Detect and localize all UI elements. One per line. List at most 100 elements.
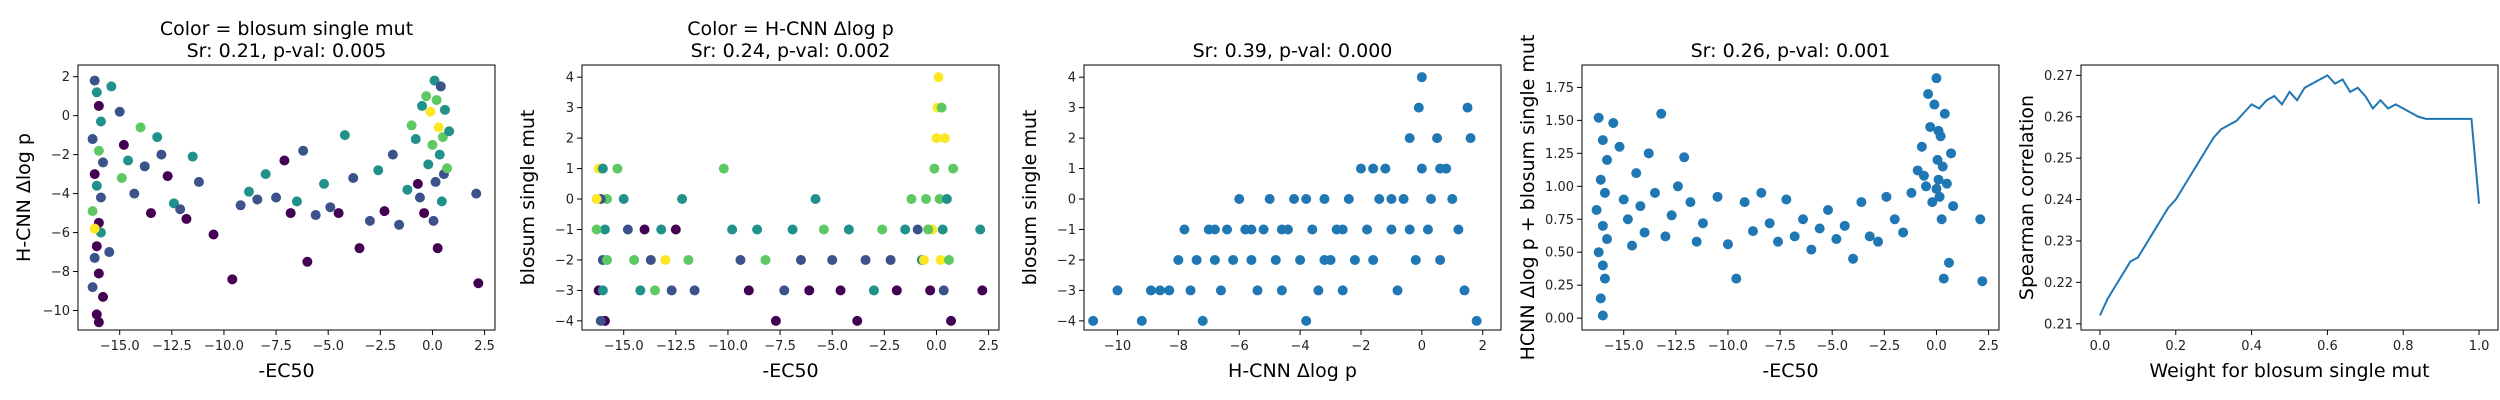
scatter-point: [98, 291, 109, 302]
scatter-point: [302, 256, 313, 267]
scatter-point: [1697, 218, 1708, 229]
scatter-point: [1593, 112, 1604, 123]
scatter-point: [433, 122, 444, 133]
scatter-point: [1416, 72, 1427, 83]
scatter-point: [1643, 148, 1654, 159]
x-tick-label: −10.0: [708, 339, 748, 354]
scatter-point: [929, 163, 940, 174]
scatter-point: [860, 254, 871, 265]
y-axis-label: H-CNN Δlog p: [13, 133, 35, 262]
scatter-point: [1368, 163, 1379, 174]
scatter-point: [946, 315, 957, 326]
scatter-point: [948, 163, 959, 174]
y-tick-label: 0: [62, 109, 70, 124]
scatter-point: [649, 285, 660, 296]
scatter-point: [1191, 254, 1202, 265]
scatter-point: [933, 72, 944, 83]
scatter-point: [104, 247, 115, 258]
y-tick-label: 1.75: [1545, 81, 1574, 96]
scatter-point: [285, 208, 296, 219]
scatter-point: [852, 315, 863, 326]
scatter-point: [162, 171, 173, 182]
scatter-point: [1276, 224, 1287, 235]
scatter-point: [89, 252, 100, 263]
scatter-point: [787, 224, 798, 235]
x-tick-label: 0.0: [1926, 339, 1947, 354]
scatter-point: [235, 200, 246, 211]
scatter-point: [1197, 315, 1208, 326]
scatter-point: [156, 149, 167, 160]
scatter-point: [1906, 187, 1917, 198]
scatter-point: [1222, 224, 1233, 235]
scatter-point: [414, 192, 425, 203]
scatter-point: [1921, 181, 1932, 192]
scatter-point: [1591, 205, 1602, 216]
scatter-point: [87, 134, 98, 145]
scatter-point: [175, 204, 186, 215]
scatter-point: [87, 282, 98, 293]
scatter-point: [271, 192, 282, 203]
y-tick-label: 0.23: [2044, 234, 2073, 249]
x-axis-label: Weight for blosum single mut: [2149, 360, 2429, 382]
x-tick-label: −6: [1230, 339, 1249, 354]
x-tick-label: 0.8: [2393, 339, 2414, 354]
scatter-point: [93, 268, 104, 279]
scatter-point: [1806, 244, 1817, 255]
scatter-point: [1927, 197, 1938, 208]
scatter-point: [129, 188, 140, 199]
scatter-point: [656, 224, 667, 235]
scatter-point: [1435, 163, 1446, 174]
y-tick-label: −8: [51, 265, 70, 280]
scatter-point: [1881, 191, 1892, 202]
x-tick-label: 0.0: [422, 339, 443, 354]
scatter-point: [1747, 226, 1758, 237]
chart-title: Color = blosum single mut: [160, 18, 413, 40]
scatter-point: [428, 215, 439, 226]
axes-frame: [77, 64, 496, 331]
y-tick-label: 2: [62, 70, 70, 85]
x-tick-label: 2.5: [474, 339, 495, 354]
scatter-point: [1823, 205, 1834, 216]
scatter-point: [437, 132, 448, 143]
scatter-point: [818, 224, 829, 235]
scatter-point: [1873, 236, 1884, 247]
scatter-point: [727, 224, 738, 235]
scatter-point: [1756, 187, 1767, 198]
scatter-point: [1608, 118, 1619, 129]
scatter-point: [1386, 194, 1397, 205]
scatter-point: [1941, 178, 1952, 189]
scatter-point: [1918, 170, 1929, 181]
scatter-point: [1459, 285, 1470, 296]
scatter-point: [666, 285, 677, 296]
scatter-point: [421, 91, 432, 102]
y-tick-label: −2: [1057, 253, 1076, 268]
scatter-point: [135, 122, 146, 133]
scatter-point: [835, 285, 846, 296]
scatter-point: [387, 149, 398, 160]
scatter-point: [1337, 285, 1348, 296]
scatter-point: [168, 198, 179, 209]
scatter-point: [91, 309, 102, 320]
scatter-point: [1215, 285, 1226, 296]
scatter-point: [429, 75, 440, 86]
scatter-point: [1112, 285, 1123, 296]
x-tick-label: 0: [1418, 339, 1426, 354]
scatter-point: [1933, 125, 1944, 136]
y-tick-label: 0.22: [2044, 276, 2073, 291]
scatter-point: [597, 285, 608, 296]
scatter-point: [1246, 254, 1257, 265]
scatter-point: [431, 95, 442, 106]
y-tick-label: 0.75: [1545, 213, 1574, 228]
scatter-point: [95, 192, 106, 203]
scatter-point: [612, 163, 623, 174]
scatter-point: [689, 285, 700, 296]
x-axis-label: -EC50: [762, 360, 818, 382]
x-tick-label: −4: [1291, 339, 1310, 354]
scatter-point: [1301, 315, 1312, 326]
chart-title: Sr: 0.26, p-val: 0.001: [1691, 40, 1891, 62]
scatter-point: [279, 155, 290, 166]
y-tick-label: −1: [555, 223, 574, 238]
x-tick-label: −8: [1169, 339, 1188, 354]
scatter-point: [912, 224, 923, 235]
